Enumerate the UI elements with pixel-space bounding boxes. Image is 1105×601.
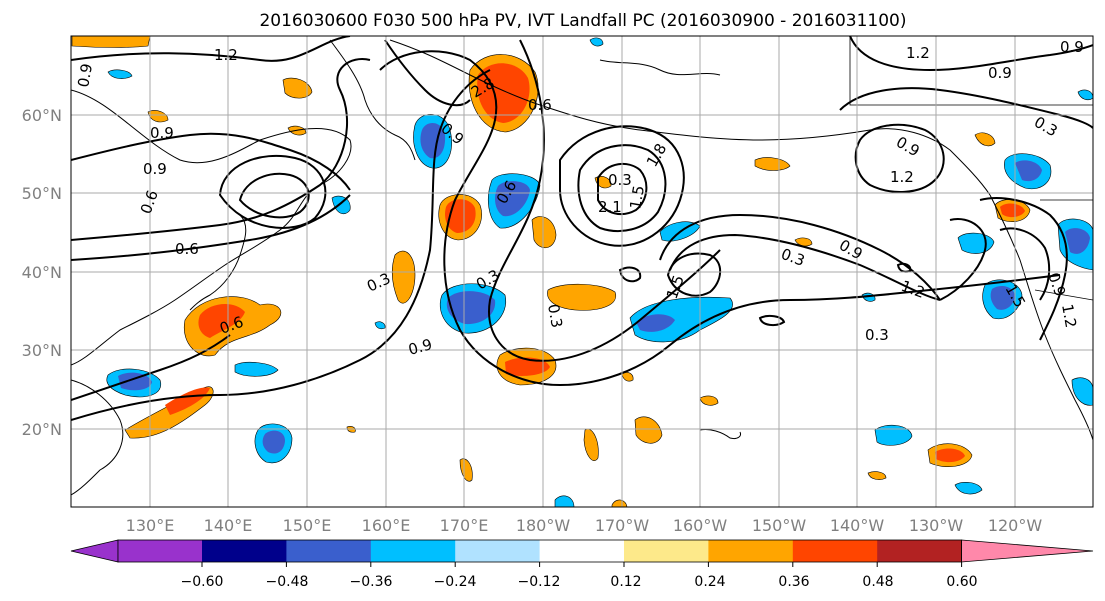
contour-small-1 — [618, 266, 642, 283]
border-alaska-canada — [849, 36, 1093, 106]
contour-label: 0.9 — [150, 124, 174, 142]
lon-tick-label: 160°E — [362, 516, 411, 535]
lon-tick-label: 170°W — [595, 516, 650, 535]
contour-label: 0.9 — [988, 64, 1012, 82]
contour-0-9-arctic — [839, 87, 1093, 129]
colorbar-cell — [286, 540, 372, 562]
contour-0-6-west — [71, 58, 371, 241]
longitude-labels: 130°E 140°E 150°E 160°E 170°E 180°W 170°… — [126, 516, 1043, 535]
map-panel: 1.2 0.9 0.9 0.9 0.9 1.2 0.6 0.3 0.6 0.3 … — [22, 35, 1094, 535]
contour-small-3 — [896, 262, 912, 273]
bering-coast — [599, 59, 721, 76]
colorbar-ticks — [201, 562, 963, 567]
contour-small-2 — [758, 314, 786, 327]
colorbar-tick-label: −0.48 — [266, 574, 309, 590]
japan-coast — [189, 214, 247, 311]
kamchatka-coast — [329, 39, 416, 161]
colorbar-extend-min — [70, 539, 119, 563]
lon-tick-label: 140°E — [204, 516, 253, 535]
contour-label: 0.9 — [1060, 38, 1084, 56]
figure-title: 2016030600 F030 500 hPa PV, IVT Landfall… — [259, 11, 906, 31]
colorbar-cell — [624, 540, 709, 562]
positive-anomaly — [71, 36, 1031, 507]
lat-tick-label: 30°N — [22, 341, 62, 360]
contour-label: 0.9 — [406, 335, 434, 359]
colorbar-tick-labels: −0.60 −0.48 −0.36 −0.24 −0.12 0.12 0.24 … — [181, 574, 978, 590]
lon-tick-label: 180°W — [516, 516, 571, 535]
latitude-labels: 60°N 50°N 40°N 30°N 20°N — [22, 106, 62, 439]
contour-0-9-kamchatka — [384, 39, 471, 107]
contour-closed-japan-outer — [218, 154, 327, 229]
lat-tick-label: 40°N — [22, 263, 62, 282]
contour-label: 0.6 — [528, 96, 552, 114]
lon-tick-label: 120°W — [988, 516, 1043, 535]
contour-closed-japan — [238, 172, 310, 219]
contour-0-9-west — [71, 132, 351, 191]
contour-1-5-arctic — [849, 36, 1093, 72]
contour-label: 0.6 — [175, 240, 199, 258]
contour-0-6-lower — [71, 194, 351, 261]
colorbar-tick-label: −0.36 — [350, 574, 393, 590]
colorbar-cell — [202, 540, 287, 562]
lon-tick-label: 150°W — [752, 516, 807, 535]
contour-label: 2.1 — [598, 198, 622, 216]
contour-low-1-5 — [559, 125, 685, 247]
colorbar-tick-label: 0.60 — [946, 574, 977, 590]
contour-label: 0.3 — [865, 326, 889, 344]
colorbar-tick-label: −0.60 — [181, 574, 224, 590]
colorbar: −0.60 −0.48 −0.36 −0.24 −0.12 0.12 0.24 … — [70, 539, 1094, 590]
map-frame — [70, 35, 1094, 508]
colorbar-tick-label: 0.24 — [694, 574, 725, 590]
colorbar-tick-label: 0.36 — [778, 574, 809, 590]
contour-1-2-alaska — [854, 123, 945, 193]
colorbar-cell — [877, 540, 963, 562]
contour-trough-inner — [488, 39, 721, 362]
contour-label: 0.3 — [608, 171, 632, 189]
colorbar-cell — [370, 540, 456, 562]
colorbar-tick-label: 0.48 — [862, 574, 893, 590]
lon-tick-label: 140°W — [830, 516, 885, 535]
lat-tick-label: 60°N — [22, 106, 62, 125]
contour-label: 1.2 — [1058, 303, 1080, 330]
gridlines — [71, 36, 1093, 507]
alaska-aleutian-coast — [389, 39, 991, 196]
lon-tick-label: 130°E — [126, 516, 175, 535]
contour-0-3-west — [71, 69, 491, 421]
colorbar-tick-label: −0.24 — [434, 574, 477, 590]
colorbar-cells — [70, 539, 1094, 563]
china-coast — [71, 379, 124, 496]
lon-tick-label: 170°E — [440, 516, 489, 535]
north-america-coast — [989, 194, 1093, 441]
lon-tick-label: 150°E — [283, 516, 332, 535]
colorbar-cell — [118, 540, 202, 562]
contour-label: 0.9 — [74, 62, 96, 89]
contour-1-2-coast — [999, 227, 1051, 301]
contour-label: 1.2 — [890, 168, 914, 186]
hawaii-coast — [699, 429, 741, 439]
colorbar-extend-max — [961, 539, 1094, 563]
lon-tick-label: 160°W — [673, 516, 728, 535]
contour-label: 1.2 — [214, 46, 238, 64]
contour-label: 1.5 — [626, 184, 648, 211]
lat-tick-label: 50°N — [22, 184, 62, 203]
colorbar-cell — [539, 540, 625, 562]
lon-tick-label: 130°W — [909, 516, 964, 535]
colorbar-cell — [708, 540, 794, 562]
lat-tick-label: 20°N — [22, 420, 62, 439]
contour-label: 0.9 — [143, 160, 167, 178]
colorbar-tick-label: 0.12 — [610, 574, 641, 590]
colorbar-cell — [455, 540, 541, 562]
contour-label: 1.2 — [906, 44, 930, 62]
contour-label: 0.3 — [544, 303, 566, 330]
contour-0-3-south — [71, 334, 231, 401]
pv-contours — [71, 36, 1093, 421]
colorbar-cell — [792, 540, 878, 562]
contour-trough-main — [379, 50, 1061, 387]
contour-1-2-north — [71, 36, 351, 62]
colorbar-tick-label: −0.12 — [518, 574, 561, 590]
contour-east-return — [939, 218, 987, 301]
contour-1-2-east — [669, 233, 941, 301]
